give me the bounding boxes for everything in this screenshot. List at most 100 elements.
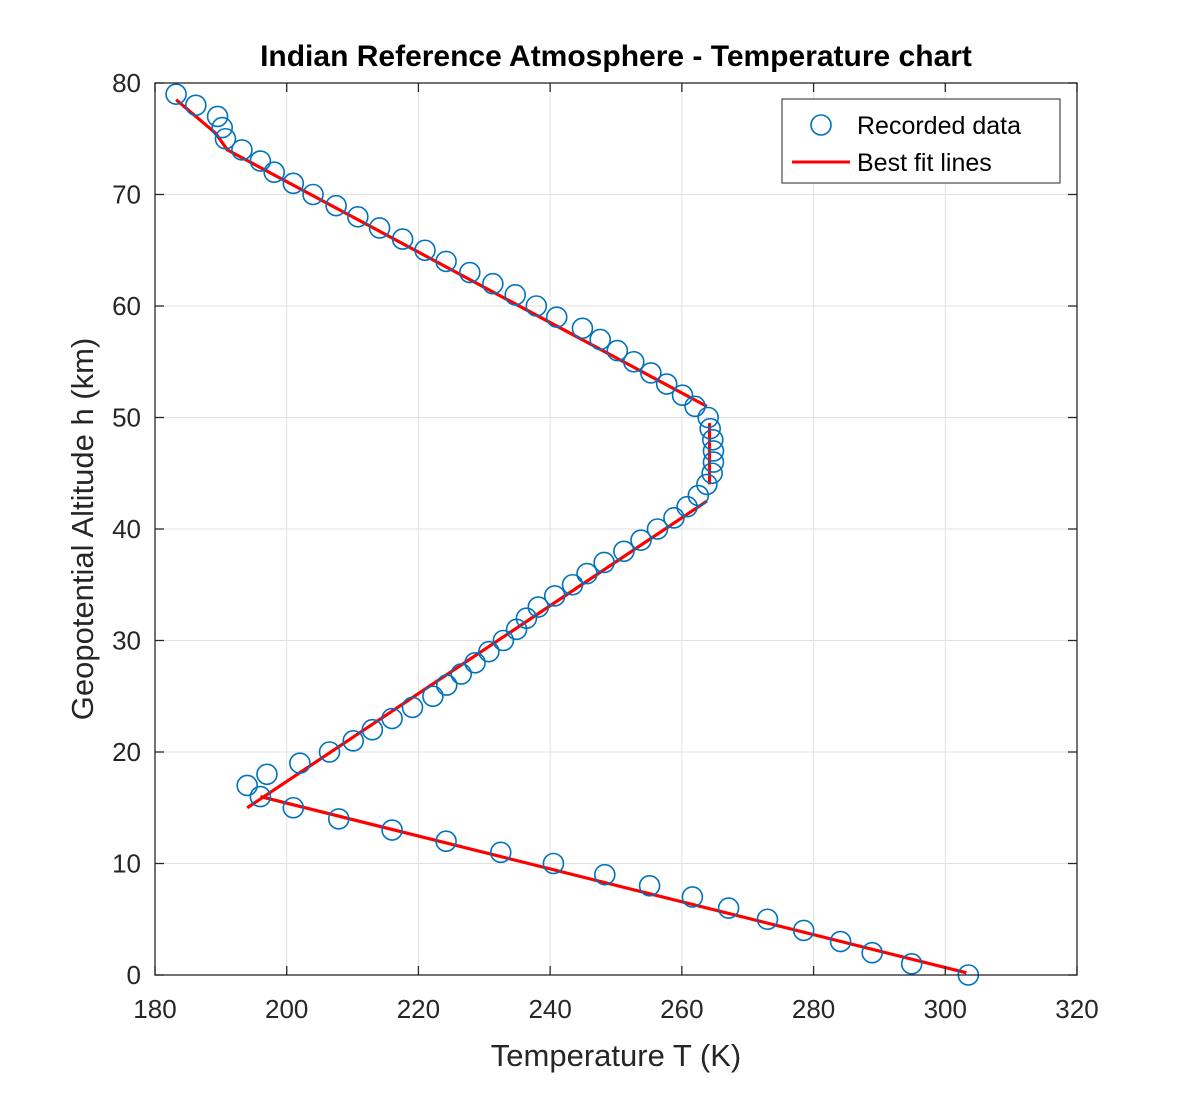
data-point bbox=[861, 941, 883, 964]
data-point bbox=[606, 339, 629, 362]
x-tick-label: 320 bbox=[1055, 994, 1098, 1024]
data-point bbox=[545, 306, 568, 328]
data-point bbox=[347, 206, 369, 228]
x-tick-label: 180 bbox=[133, 994, 176, 1024]
data-point bbox=[381, 819, 403, 841]
data-point bbox=[543, 585, 566, 607]
data-point bbox=[593, 551, 615, 574]
data-point bbox=[697, 406, 720, 429]
y-tick-label: 70 bbox=[112, 180, 141, 210]
data-point bbox=[211, 116, 233, 139]
data-point bbox=[302, 183, 324, 206]
data-point bbox=[231, 139, 253, 161]
fit-line-segment bbox=[260, 795, 967, 975]
data-point bbox=[435, 674, 458, 696]
y-tick-label: 10 bbox=[112, 849, 141, 879]
x-tick-label: 260 bbox=[660, 994, 703, 1024]
data-point bbox=[489, 841, 512, 864]
data-point bbox=[401, 696, 424, 719]
data-point bbox=[684, 395, 706, 418]
data-point bbox=[391, 228, 414, 250]
data-point bbox=[450, 663, 473, 685]
data-point bbox=[381, 707, 403, 730]
recorded-data-markers bbox=[165, 83, 980, 986]
data-point bbox=[527, 596, 550, 618]
y-tick-label: 50 bbox=[112, 403, 141, 433]
data-point bbox=[571, 317, 594, 340]
data-point bbox=[630, 529, 652, 551]
data-point bbox=[185, 94, 207, 117]
data-point bbox=[289, 752, 311, 774]
data-point bbox=[646, 518, 669, 540]
data-point bbox=[318, 741, 341, 763]
data-point bbox=[622, 350, 645, 373]
data-point bbox=[214, 127, 237, 150]
data-point bbox=[702, 428, 724, 451]
x-tick-label: 200 bbox=[265, 994, 308, 1024]
data-point bbox=[249, 785, 272, 808]
data-point bbox=[435, 250, 457, 273]
data-point bbox=[613, 540, 635, 563]
data-point bbox=[422, 685, 444, 708]
data-point bbox=[792, 919, 815, 942]
data-point bbox=[576, 562, 598, 585]
y-tick-labels: 0 10 20 30 40 50 60 70 80 bbox=[112, 68, 141, 990]
data-point bbox=[589, 328, 611, 351]
legend-label-recorded: Recorded data bbox=[857, 112, 1021, 140]
data-point bbox=[701, 462, 723, 485]
data-point bbox=[638, 874, 661, 897]
best-fit-lines bbox=[175, 98, 967, 975]
legend-label-fit: Best fit lines bbox=[857, 149, 992, 177]
data-point bbox=[687, 484, 710, 507]
data-point bbox=[702, 440, 725, 462]
data-point bbox=[165, 83, 187, 105]
data-point bbox=[525, 295, 548, 317]
chart-title: Indian Reference Atmosphere - Temperatur… bbox=[260, 40, 972, 73]
data-point bbox=[663, 507, 685, 529]
x-tick-label: 220 bbox=[397, 994, 440, 1024]
x-tick-labels: 180 200 220 240 260 280 300 320 bbox=[133, 994, 1098, 1024]
data-point bbox=[699, 417, 721, 440]
data-point bbox=[263, 161, 286, 183]
data-point bbox=[671, 384, 694, 407]
y-tick-label: 30 bbox=[112, 626, 141, 656]
legend-box bbox=[781, 98, 1061, 184]
data-point bbox=[282, 796, 305, 819]
data-point bbox=[368, 217, 391, 239]
y-tick-label: 20 bbox=[112, 737, 141, 767]
data-point bbox=[361, 718, 384, 741]
x-tick-label: 300 bbox=[924, 994, 967, 1024]
data-point bbox=[478, 640, 500, 663]
data-point bbox=[327, 808, 350, 830]
x-tick-label: 240 bbox=[528, 994, 571, 1024]
data-point bbox=[594, 863, 616, 886]
data-point bbox=[435, 830, 457, 853]
data-point bbox=[256, 763, 278, 786]
data-point bbox=[249, 150, 272, 172]
data-point bbox=[482, 272, 504, 295]
data-point bbox=[640, 362, 662, 384]
fit-line-segment bbox=[246, 499, 708, 810]
data-point bbox=[342, 730, 365, 752]
y-axis-label: Geopotential Altitude h (km) bbox=[65, 338, 100, 721]
x-tick-label: 280 bbox=[792, 994, 835, 1024]
data-point bbox=[696, 473, 718, 496]
data-point bbox=[282, 172, 305, 195]
data-point bbox=[515, 607, 538, 630]
x-axis-label: Temperature T (K) bbox=[491, 1038, 741, 1073]
data-point bbox=[458, 261, 481, 284]
data-point bbox=[756, 908, 779, 931]
data-point bbox=[561, 573, 584, 596]
y-tick-label: 0 bbox=[127, 960, 141, 990]
y-tick-label: 60 bbox=[112, 291, 141, 321]
data-point bbox=[676, 495, 698, 518]
data-point bbox=[681, 886, 704, 908]
data-point bbox=[717, 897, 740, 919]
data-point bbox=[702, 451, 725, 473]
data-point bbox=[542, 852, 565, 875]
data-point bbox=[655, 373, 678, 395]
data-point bbox=[414, 239, 436, 262]
data-point bbox=[464, 651, 486, 674]
axis-ticks bbox=[154, 82, 1078, 976]
